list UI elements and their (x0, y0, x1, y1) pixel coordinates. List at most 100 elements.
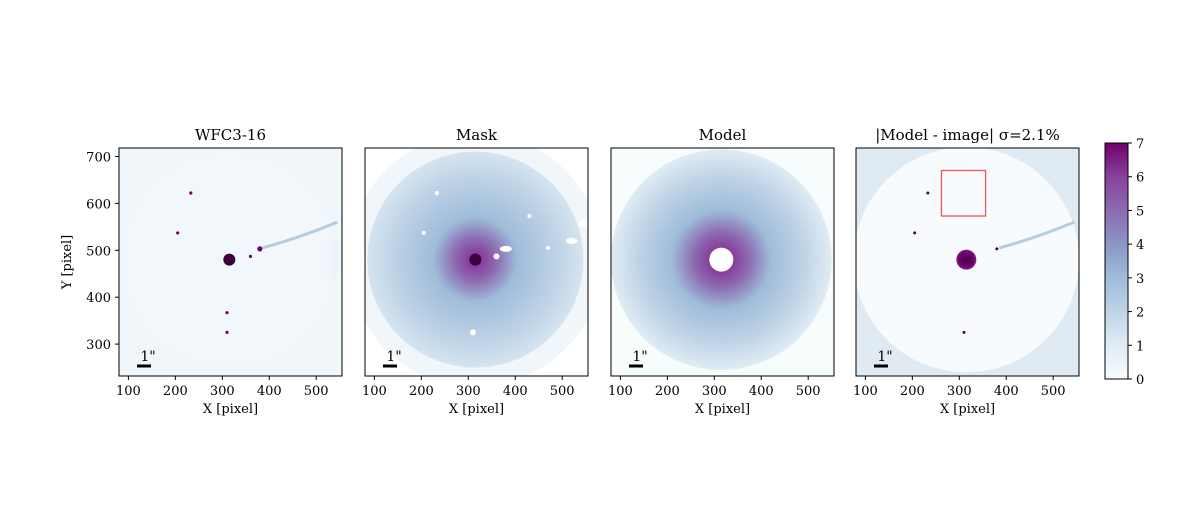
residual-source (913, 231, 917, 235)
masked-hole (565, 237, 578, 244)
colorbar-tick-label: 7 (1136, 137, 1144, 152)
panel-residual-xticks: 100 200 300 400 500 (853, 376, 1066, 399)
masked-corners (365, 148, 588, 376)
residual-sources (913, 191, 999, 334)
x-tick-label: 100 (116, 384, 141, 399)
masked-hole (421, 230, 426, 235)
colorbar-tick-label: 2 (1136, 306, 1144, 321)
colorbar-tick-label: 0 (1136, 373, 1144, 388)
masked-sources (421, 191, 588, 336)
point-source (176, 231, 180, 235)
x-tick-label: 400 (503, 384, 528, 399)
panel-model-title: Model (699, 126, 747, 144)
point-source (225, 330, 229, 334)
x-tick-label: 500 (304, 384, 329, 399)
colorbar: 0 1 2 3 4 5 6 7 (1104, 137, 1144, 388)
colorbar-tick-label: 6 (1136, 171, 1144, 186)
residual-core (956, 249, 977, 270)
x-tick-label: 500 (1041, 384, 1066, 399)
point-source (225, 311, 229, 315)
panel-model-frame (610, 147, 835, 377)
x-tick-label: 100 (362, 384, 387, 399)
scalebar-label: 1" (877, 349, 892, 365)
residual-source (962, 330, 966, 334)
x-tick-label: 200 (163, 384, 188, 399)
panel-model-image (611, 148, 834, 376)
panel-model-xlabel: X [pixel] (695, 402, 750, 417)
diffuse-streak (261, 220, 338, 250)
y-tick-label: 700 (86, 150, 111, 165)
panel-wfc3-frame (118, 147, 343, 377)
panel-mask-xticks: 100 200 300 400 500 (362, 376, 575, 399)
panel-model: Model X [pixel] 100 200 300 400 500 1" (608, 126, 835, 417)
streak-feature (261, 220, 338, 250)
x-tick-label: 300 (456, 384, 481, 399)
point-source (248, 254, 253, 258)
x-tick-label: 300 (210, 384, 235, 399)
x-tick-label: 400 (994, 384, 1019, 399)
x-tick-label: 300 (702, 384, 727, 399)
model-center-hole (709, 247, 734, 272)
masked-hole (527, 214, 532, 219)
point-sources (176, 191, 263, 334)
x-tick-label: 300 (947, 384, 972, 399)
masked-hole (493, 253, 500, 260)
masked-hole (499, 245, 512, 252)
panel-wfc3-xlabel: X [pixel] (203, 402, 258, 417)
x-tick-label: 200 (900, 384, 925, 399)
colorbar-gradient-bar (1104, 142, 1129, 380)
scalebar-label: 1" (386, 349, 401, 365)
galaxy-core (469, 253, 482, 266)
x-tick-label: 200 (409, 384, 434, 399)
panel-mask-xlabel: X [pixel] (449, 402, 504, 417)
panel-wfc3-image (119, 148, 342, 376)
panel-residual-image (856, 148, 1079, 376)
x-tick-label: 100 (608, 384, 633, 399)
residual-source (926, 191, 930, 195)
panel-wfc3-yticks: 300 400 500 600 700 (86, 150, 119, 353)
panel-mask-frame (364, 147, 589, 377)
panel-residual-scalebar: 1" (874, 349, 893, 368)
x-tick-label: 400 (257, 384, 282, 399)
x-tick-label: 500 (796, 384, 821, 399)
scalebar-label: 1" (632, 349, 647, 365)
residual-source (995, 247, 999, 251)
streak-feature (998, 220, 1075, 250)
y-tick-label: 600 (86, 197, 111, 212)
panel-wfc3: WFC3-16 X [pixel] Y [pixel] 100 200 300 400… (60, 126, 343, 417)
colorbar-tick-label: 3 (1136, 272, 1144, 287)
panel-wfc3-ylabel: Y [pixel] (60, 235, 75, 291)
masked-hole (546, 245, 551, 250)
colorbar-tick-label: 5 (1136, 204, 1144, 219)
diffuse-streak (998, 220, 1075, 250)
masked-hole (434, 191, 439, 196)
panel-wfc3-scalebar: 1" (137, 349, 156, 368)
panel-wfc3-title: WFC3-16 (195, 126, 266, 144)
panel-residual-xlabel: X [pixel] (940, 402, 995, 417)
panel-mask-image (365, 148, 588, 376)
point-source (257, 246, 263, 252)
x-tick-label: 400 (749, 384, 774, 399)
y-tick-label: 500 (86, 244, 111, 259)
x-tick-label: 200 (655, 384, 680, 399)
region-box (940, 169, 987, 217)
scalebar-label: 1" (140, 349, 155, 365)
x-tick-label: 500 (550, 384, 575, 399)
colorbar-tick-label: 4 (1136, 238, 1144, 253)
panel-mask-title: Mask (456, 126, 498, 144)
galaxy-core (223, 253, 236, 266)
panel-residual: |Model - image| σ=2.1% X [pixel] 100 200 3… (853, 126, 1080, 417)
panel-residual-title: |Model - image| σ=2.1% (875, 126, 1060, 144)
panel-mask-scalebar: 1" (383, 349, 402, 368)
panel-wfc3-xticks: 100 200 300 400 500 (116, 376, 329, 399)
panel-model-xticks: 100 200 300 400 500 (608, 376, 821, 399)
panel-model-scalebar: 1" (629, 349, 648, 368)
y-tick-label: 400 (86, 291, 111, 306)
masked-hole (578, 219, 588, 228)
colorbar-tick-label: 1 (1136, 339, 1144, 354)
masked-hole (469, 329, 476, 336)
y-tick-label: 300 (86, 338, 111, 353)
colorbar-ticks: 0 1 2 3 4 5 6 7 (1128, 137, 1144, 388)
x-tick-label: 100 (853, 384, 878, 399)
